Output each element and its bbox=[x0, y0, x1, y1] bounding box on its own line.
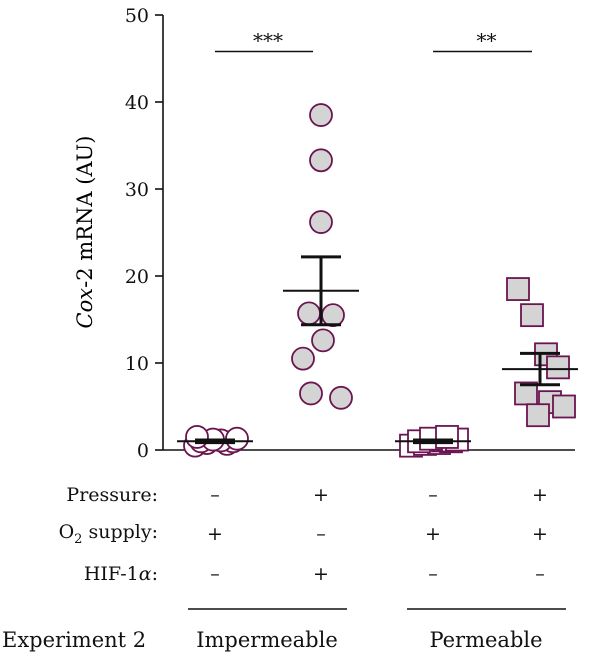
pressure-value: – bbox=[428, 484, 438, 506]
y-label-rest: -2 mRNA (AU) bbox=[73, 136, 97, 288]
o2-rest: supply: bbox=[82, 521, 158, 543]
y-tick-label: 0 bbox=[137, 440, 149, 462]
pressure-value: + bbox=[532, 484, 548, 506]
hif-alpha: α bbox=[139, 563, 152, 585]
significance-label: ** bbox=[477, 29, 497, 53]
o2-main: O bbox=[59, 521, 75, 543]
o2-sub: 2 bbox=[74, 532, 82, 547]
plot-layer: *** ** bbox=[177, 29, 578, 458]
data-point bbox=[185, 425, 209, 449]
impermeable-label: Impermeable bbox=[196, 628, 338, 652]
pressure-value: – bbox=[210, 484, 220, 506]
o2-value: – bbox=[316, 523, 326, 545]
experiment-label: Experiment 2 bbox=[2, 628, 146, 652]
data-point bbox=[552, 394, 576, 419]
hif-value: – bbox=[428, 563, 438, 585]
data-point bbox=[311, 328, 335, 353]
data-point bbox=[435, 425, 459, 449]
pressure-label: Pressure: bbox=[66, 484, 158, 506]
data-point bbox=[309, 103, 333, 127]
y-tick-label: 40 bbox=[125, 92, 149, 114]
permeable-label: Permeable bbox=[429, 628, 542, 652]
o2-value: + bbox=[532, 523, 548, 545]
y-axis-label: Cox-2 mRNA (AU) bbox=[73, 136, 97, 329]
y-tick-label: 10 bbox=[125, 353, 149, 375]
o2-value: + bbox=[425, 523, 441, 545]
y-tick-label: 20 bbox=[125, 266, 149, 288]
pressure-value: + bbox=[313, 484, 329, 506]
data-point bbox=[297, 301, 321, 326]
hif-rest: : bbox=[152, 563, 158, 585]
data-point bbox=[526, 403, 550, 428]
data-point bbox=[291, 346, 315, 371]
data-point bbox=[506, 277, 530, 301]
hif-value: + bbox=[313, 563, 329, 585]
hif-label: HIF-1α: bbox=[84, 563, 158, 585]
o2-value: + bbox=[207, 523, 223, 545]
data-point bbox=[514, 381, 538, 406]
hif-value: – bbox=[535, 563, 545, 585]
data-point bbox=[520, 303, 544, 328]
data-point bbox=[546, 355, 570, 380]
y-label-italic: Cox bbox=[73, 288, 97, 329]
data-point bbox=[321, 303, 345, 328]
data-point bbox=[309, 148, 333, 173]
data-point bbox=[309, 210, 333, 234]
o2-supply-label: O2 supply: bbox=[59, 521, 158, 547]
data-point bbox=[299, 381, 323, 406]
hif-value: – bbox=[210, 563, 220, 585]
y-tick-label: 50 bbox=[125, 5, 149, 27]
significance-label: *** bbox=[253, 29, 283, 53]
hif-main: HIF-1 bbox=[84, 563, 139, 585]
data-point bbox=[329, 385, 353, 410]
y-tick-label: 30 bbox=[125, 179, 149, 201]
